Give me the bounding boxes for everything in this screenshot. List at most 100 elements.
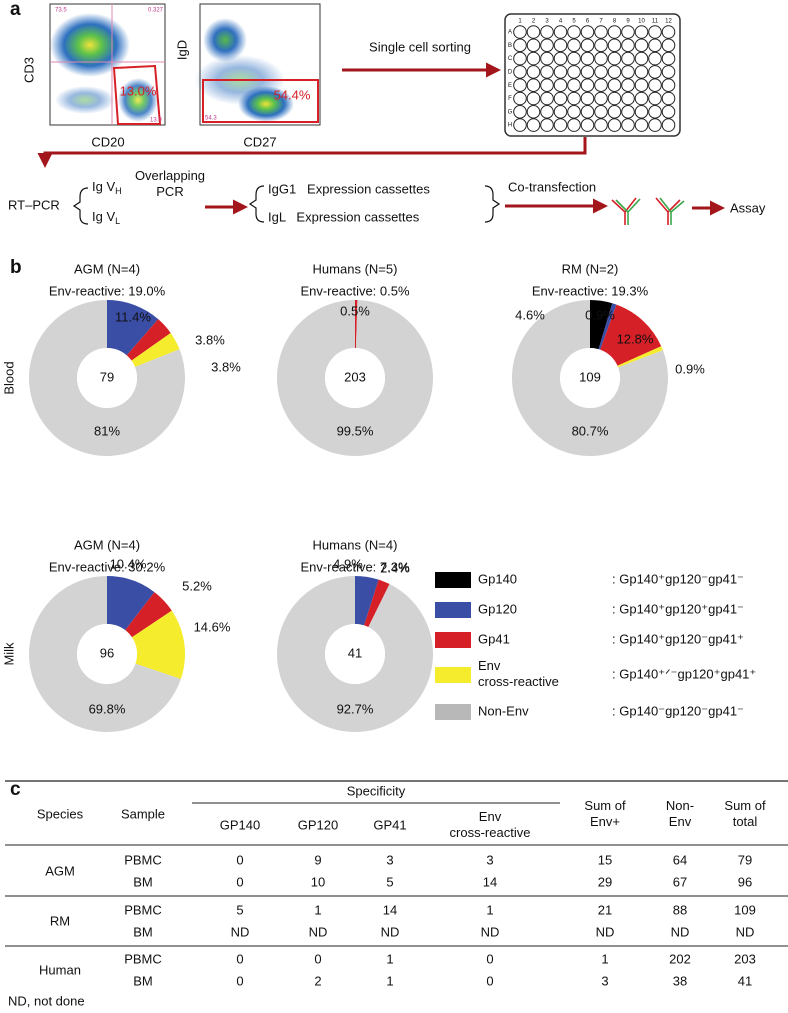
well bbox=[607, 25, 622, 39]
axis-label: CD20 bbox=[91, 134, 124, 149]
well bbox=[526, 65, 541, 79]
well bbox=[567, 38, 581, 53]
well bbox=[634, 105, 649, 119]
pie-segment bbox=[277, 576, 433, 732]
step-label: Single cell sorting bbox=[369, 39, 471, 54]
gate-label: 54.4% bbox=[274, 87, 311, 102]
cell: 64 bbox=[673, 852, 687, 867]
cell: 1 bbox=[601, 951, 608, 966]
well bbox=[580, 105, 595, 119]
chain-label: Ig VL bbox=[92, 209, 120, 226]
value-label: 99.5% bbox=[337, 423, 374, 438]
header: Non-Env bbox=[666, 799, 694, 830]
well bbox=[621, 51, 635, 66]
well bbox=[526, 51, 541, 66]
pie-subtitle: Env-reactive: 0.5% bbox=[300, 283, 410, 298]
well bbox=[621, 118, 635, 132]
well bbox=[607, 65, 622, 79]
value-label: 11.4% bbox=[115, 309, 151, 324]
arrow bbox=[37, 137, 587, 168]
pie-segment bbox=[29, 576, 181, 733]
cell: ND bbox=[596, 924, 615, 939]
cell: 0 bbox=[236, 973, 243, 988]
brace bbox=[484, 185, 501, 223]
well bbox=[634, 118, 649, 132]
cell: BM bbox=[133, 924, 153, 939]
well bbox=[594, 25, 608, 39]
species: Human bbox=[39, 962, 81, 977]
header: GP120 bbox=[298, 817, 338, 832]
cell: 3 bbox=[486, 852, 493, 867]
cell: 0 bbox=[236, 852, 243, 867]
well bbox=[513, 78, 527, 92]
well bbox=[526, 91, 541, 106]
legend-definition: : Gp140⁺gp120⁺gp41⁻ bbox=[612, 601, 744, 616]
plate-column: 2 bbox=[532, 19, 536, 25]
cell: 203 bbox=[734, 951, 756, 966]
cell: PBMC bbox=[124, 951, 162, 966]
legend-definition: : Gp140⁻gp120⁻gp41⁻ bbox=[612, 703, 744, 718]
well bbox=[540, 25, 554, 39]
panel-label: c bbox=[10, 779, 21, 800]
well bbox=[621, 91, 635, 106]
plate-column: 11 bbox=[652, 19, 659, 25]
pie-segment bbox=[277, 300, 434, 457]
cell: 0 bbox=[314, 951, 321, 966]
well bbox=[607, 91, 622, 106]
well bbox=[553, 38, 568, 53]
well bbox=[648, 118, 662, 132]
value-label: 4.9% bbox=[333, 556, 363, 571]
brace bbox=[248, 185, 265, 223]
cell: 1 bbox=[386, 951, 393, 966]
well bbox=[567, 91, 581, 106]
cell: 67 bbox=[673, 874, 687, 889]
well bbox=[553, 51, 568, 66]
plate-column: 12 bbox=[665, 19, 672, 25]
cell: 3 bbox=[601, 973, 608, 988]
pie-segment bbox=[107, 300, 159, 356]
center-label: 96 bbox=[100, 645, 114, 660]
pie-title: RM (N=2) bbox=[562, 261, 619, 276]
pie-segment bbox=[355, 576, 379, 626]
pie-title: Humans (N=4) bbox=[313, 537, 398, 552]
cell: 41 bbox=[738, 973, 752, 988]
well bbox=[580, 51, 595, 66]
legend-name: Env cross-reactive bbox=[478, 659, 559, 690]
value-label: 10.4% bbox=[110, 556, 147, 571]
pie-segment bbox=[355, 300, 358, 349]
well bbox=[648, 38, 662, 53]
well bbox=[513, 38, 527, 53]
cell: ND bbox=[231, 924, 250, 939]
pie-subtitle: Env-reactive: 19.3% bbox=[532, 283, 649, 298]
well bbox=[607, 118, 622, 132]
value-label: 4.6% bbox=[515, 307, 545, 322]
cell: ND bbox=[309, 924, 328, 939]
pie-segment bbox=[600, 304, 662, 366]
value-label: 80.7% bbox=[572, 423, 609, 438]
plate-column: 7 bbox=[599, 19, 603, 25]
species: RM bbox=[50, 913, 70, 928]
cell: ND bbox=[671, 924, 690, 939]
well bbox=[648, 65, 662, 79]
value-label: 5.2% bbox=[182, 578, 212, 593]
cell: 3 bbox=[386, 852, 393, 867]
quadrant-label: 13.9 bbox=[150, 118, 162, 124]
pie-segment bbox=[131, 610, 186, 680]
cell: 14 bbox=[383, 902, 397, 917]
value-label: 92.7% bbox=[337, 701, 374, 716]
well bbox=[526, 38, 541, 53]
value-label: 0.9% bbox=[675, 361, 705, 376]
cell: 79 bbox=[738, 852, 752, 867]
well bbox=[513, 25, 527, 39]
cell: 88 bbox=[673, 902, 687, 917]
species: AGM bbox=[45, 863, 75, 878]
plate-column: 3 bbox=[545, 19, 549, 25]
plate-column: 9 bbox=[626, 19, 630, 25]
well bbox=[580, 78, 595, 92]
well bbox=[607, 51, 622, 66]
cassette-label: IgG1 Expression cassettes bbox=[268, 181, 430, 196]
cell: 1 bbox=[386, 973, 393, 988]
pie-segment bbox=[126, 319, 171, 361]
plate-column: 1 bbox=[518, 19, 522, 25]
